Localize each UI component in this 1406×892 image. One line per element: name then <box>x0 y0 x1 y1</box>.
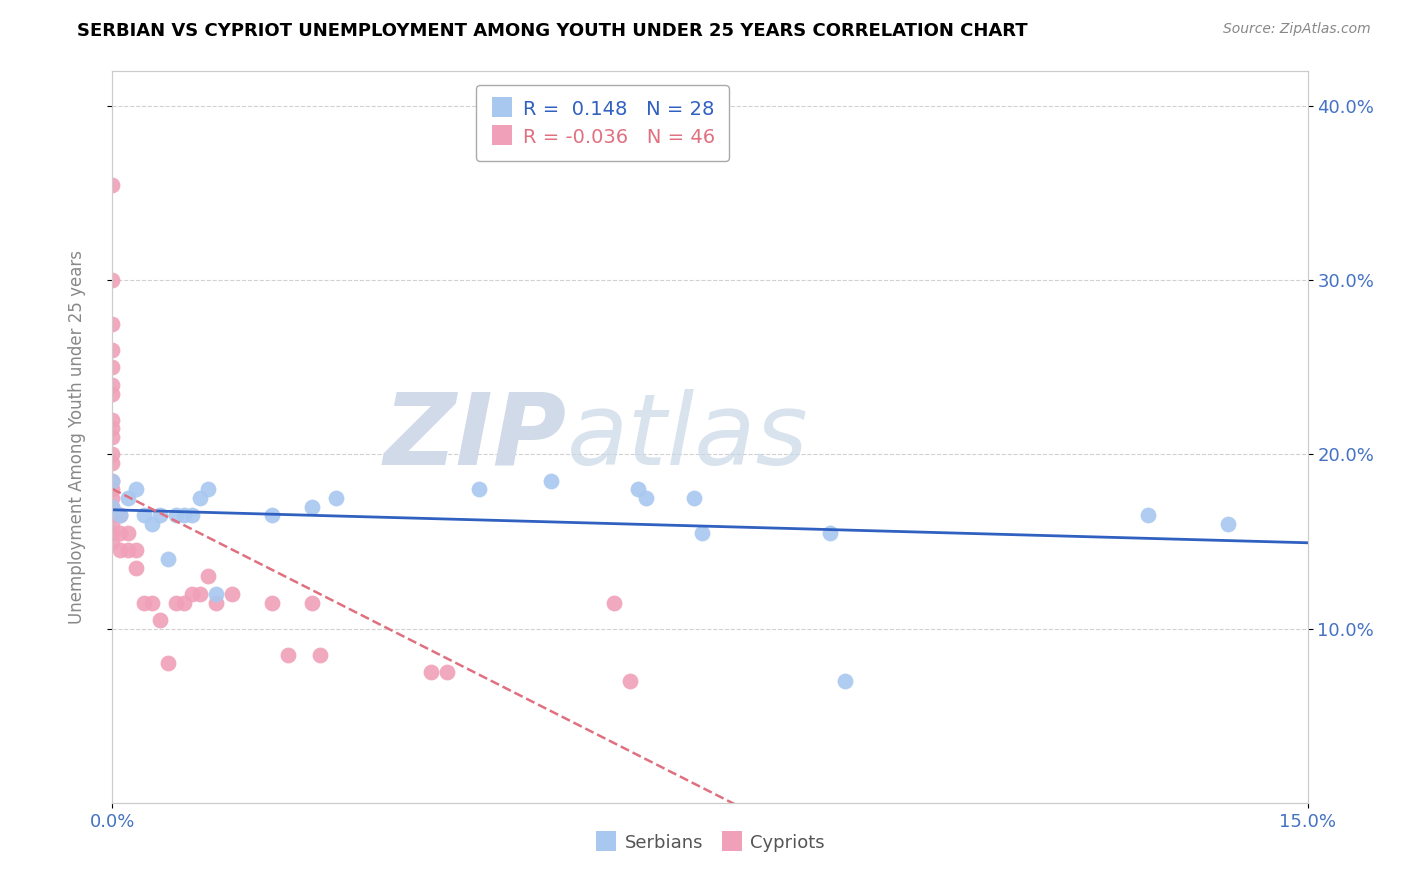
Point <box>619 673 641 688</box>
Point <box>117 543 139 558</box>
Point <box>117 525 139 540</box>
Point <box>181 508 204 523</box>
Point <box>540 474 562 488</box>
Point <box>603 595 626 609</box>
Point <box>101 517 124 532</box>
Point <box>101 421 124 435</box>
Point <box>165 508 187 523</box>
Point <box>301 595 323 609</box>
Y-axis label: Unemployment Among Youth under 25 years: Unemployment Among Youth under 25 years <box>67 250 86 624</box>
Point <box>627 483 650 497</box>
Point <box>181 587 204 601</box>
Point <box>301 500 323 514</box>
Point <box>690 525 713 540</box>
Point <box>110 543 132 558</box>
Text: ZIP: ZIP <box>384 389 567 485</box>
Point <box>125 543 148 558</box>
Point <box>101 534 124 549</box>
Point <box>636 491 658 505</box>
Point <box>125 483 148 497</box>
Text: SERBIAN VS CYPRIOT UNEMPLOYMENT AMONG YOUTH UNDER 25 YEARS CORRELATION CHART: SERBIAN VS CYPRIOT UNEMPLOYMENT AMONG YO… <box>77 22 1028 40</box>
Point <box>101 178 124 192</box>
Point <box>1216 517 1239 532</box>
Point <box>101 525 124 540</box>
Text: Source: ZipAtlas.com: Source: ZipAtlas.com <box>1223 22 1371 37</box>
Point <box>173 508 195 523</box>
Point <box>149 508 172 523</box>
Point <box>110 508 132 523</box>
Point <box>101 500 124 514</box>
Point <box>308 648 330 662</box>
Point <box>260 595 283 609</box>
Point <box>165 595 187 609</box>
Point <box>101 386 124 401</box>
Point <box>197 569 219 583</box>
Point <box>1137 508 1160 523</box>
Point <box>277 648 299 662</box>
Point <box>197 483 219 497</box>
Point <box>134 595 156 609</box>
Point <box>683 491 706 505</box>
Point <box>101 273 124 287</box>
Point <box>173 595 195 609</box>
Point <box>157 552 180 566</box>
Point <box>110 525 132 540</box>
Point <box>101 317 124 331</box>
Point <box>436 665 458 680</box>
Point <box>101 456 124 470</box>
Point <box>101 474 124 488</box>
Point <box>101 500 124 514</box>
Point <box>101 474 124 488</box>
Point <box>818 525 841 540</box>
Point <box>101 360 124 375</box>
Legend: Serbians, Cypriots: Serbians, Cypriots <box>588 826 832 860</box>
Text: atlas: atlas <box>567 389 808 485</box>
Point <box>149 613 172 627</box>
Point <box>188 491 211 505</box>
Point <box>205 595 228 609</box>
Point <box>468 483 491 497</box>
Point <box>101 448 124 462</box>
Point <box>110 508 132 523</box>
Point <box>117 491 139 505</box>
Point <box>101 491 124 505</box>
Point <box>101 430 124 444</box>
Point <box>834 673 856 688</box>
Point <box>101 343 124 357</box>
Point <box>101 483 124 497</box>
Point <box>141 517 163 532</box>
Point <box>141 595 163 609</box>
Point <box>325 491 347 505</box>
Point <box>157 657 180 671</box>
Point <box>260 508 283 523</box>
Point <box>101 412 124 426</box>
Point <box>221 587 243 601</box>
Point <box>134 508 156 523</box>
Point <box>101 508 124 523</box>
Point <box>101 377 124 392</box>
Point <box>188 587 211 601</box>
Point <box>125 560 148 574</box>
Point <box>420 665 443 680</box>
Point <box>205 587 228 601</box>
